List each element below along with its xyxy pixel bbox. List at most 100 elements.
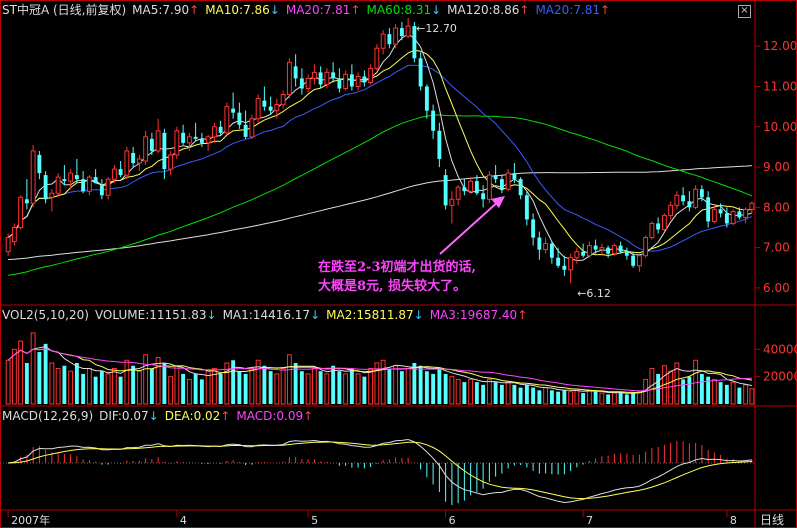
candle-body-up xyxy=(599,247,605,251)
volume-header-item: MA3:19687.40↑ xyxy=(429,308,528,322)
volume-bar-down xyxy=(499,384,504,404)
vol-ma3-line xyxy=(7,348,752,392)
candle-body-up xyxy=(486,174,492,200)
candle-body-up xyxy=(343,73,349,90)
volume-bar-up xyxy=(393,365,399,405)
volume-bar-up xyxy=(105,373,111,405)
volume-bar-up xyxy=(18,340,24,405)
volume-bar-down xyxy=(349,368,354,404)
period-label[interactable]: 日线 xyxy=(760,513,785,527)
candle-body-up xyxy=(711,208,717,222)
trend-arrow-icon: ↓ xyxy=(206,308,217,322)
candle-body-up xyxy=(49,192,55,198)
candle-body-down xyxy=(118,169,123,176)
candle-body-down xyxy=(531,219,536,238)
candle-body-up xyxy=(286,61,292,96)
candle-body-up xyxy=(649,222,655,239)
candle-body-down xyxy=(62,179,67,182)
price-header-item: MA5:7.90↑ xyxy=(132,3,200,17)
macd-header-item: DIF:0.07↓ xyxy=(99,409,159,423)
volume-bar-down xyxy=(318,371,323,404)
candle-body-down xyxy=(437,130,442,159)
volume-bar-down xyxy=(262,365,267,404)
volume-bar-down xyxy=(493,382,498,404)
volume-bar-up xyxy=(380,359,386,405)
trend-arrow-icon: ↑ xyxy=(189,3,200,17)
volume-bar-down xyxy=(93,376,98,404)
candle-body-up xyxy=(568,257,574,271)
ma20-blue-line xyxy=(7,64,753,252)
dif-line xyxy=(8,438,752,504)
candle-body-up xyxy=(105,178,111,196)
price-header-item: ST中冠A (日线,前复权) xyxy=(2,3,127,17)
candle-body-down xyxy=(737,211,742,218)
ma5-line xyxy=(7,33,753,262)
volume-bar-up xyxy=(55,367,61,405)
annotation-text: 在跌至2-3初端才出货的话, 大概是8元, 损失较大了。 xyxy=(318,258,476,296)
candle-body-down xyxy=(218,126,223,133)
volume-bar-down xyxy=(537,390,542,404)
volume-bar-up xyxy=(405,367,411,405)
volume-bar-up xyxy=(168,376,174,405)
volume-bar-down xyxy=(131,365,136,404)
candle-body-up xyxy=(668,204,674,216)
trend-arrow-icon: ↑ xyxy=(220,409,231,423)
candle-body-down xyxy=(656,223,661,230)
volume-bar-up xyxy=(274,373,280,405)
trend-arrow-icon: ↑ xyxy=(303,409,314,423)
volume-bar-up xyxy=(568,391,574,405)
volume-bar-up xyxy=(255,359,261,405)
candle-body-down xyxy=(337,78,342,89)
close-icon[interactable]: × xyxy=(738,5,751,18)
volume-bar-down xyxy=(531,387,536,404)
candle-body-up xyxy=(661,214,667,230)
x-tick-label: 4 xyxy=(180,514,187,527)
volume-bar-up xyxy=(455,378,461,405)
volume-bar-down xyxy=(181,373,186,404)
x-tick-label: 6 xyxy=(449,514,456,527)
volume-bar-down xyxy=(399,371,404,404)
candle-body-up xyxy=(111,168,117,180)
volume-bar-up xyxy=(611,392,617,405)
candle-body-down xyxy=(387,34,392,45)
candle-body-up xyxy=(155,130,161,152)
candle-body-down xyxy=(243,124,248,137)
candle-body-down xyxy=(524,195,529,220)
price-tick-label: 9.00 xyxy=(763,160,790,174)
candle-body-down xyxy=(724,213,729,224)
candle-body-up xyxy=(305,77,311,90)
volume-bar-up xyxy=(649,367,655,405)
volume-bar-down xyxy=(99,371,104,404)
volume-bar-down xyxy=(474,382,479,404)
volume-tick-label: 40000 xyxy=(763,342,797,356)
annotation-line-2: 大概是8元, 损失较大了。 xyxy=(318,279,467,294)
candle-body-down xyxy=(443,175,448,206)
volume-bar-down xyxy=(118,376,123,404)
candle-body-down xyxy=(99,185,104,196)
volume-bar-down xyxy=(481,384,486,404)
volume-header-item: MA2:15811.87↓ xyxy=(326,308,424,322)
price-tick-label: 6.00 xyxy=(763,281,790,295)
ma60-line xyxy=(8,114,753,276)
volume-bar-down xyxy=(331,365,336,404)
candle-body-down xyxy=(331,72,336,79)
candle-body-up xyxy=(543,243,549,251)
volume-bar-up xyxy=(86,367,92,405)
candle-body-down xyxy=(412,26,417,59)
candle-body-up xyxy=(18,196,24,228)
volume-bar-up xyxy=(11,348,17,405)
price-tick-label: 7.00 xyxy=(763,241,790,255)
annotation-arrowhead xyxy=(491,196,505,208)
candle-body-up xyxy=(249,118,255,138)
volume-bar-down xyxy=(556,391,561,404)
high-price-label: ←12.70 xyxy=(416,22,457,35)
price-tick-label: 11.00 xyxy=(763,79,797,93)
volume-header-item: VOL2(5,10,20) xyxy=(2,308,89,322)
volume-bar-down xyxy=(418,365,423,404)
candle-body-up xyxy=(55,176,61,194)
volume-bar-down xyxy=(681,379,686,404)
candle-body-down xyxy=(424,86,429,111)
volume-bar-down xyxy=(624,394,629,404)
candle-body-down xyxy=(706,197,711,222)
